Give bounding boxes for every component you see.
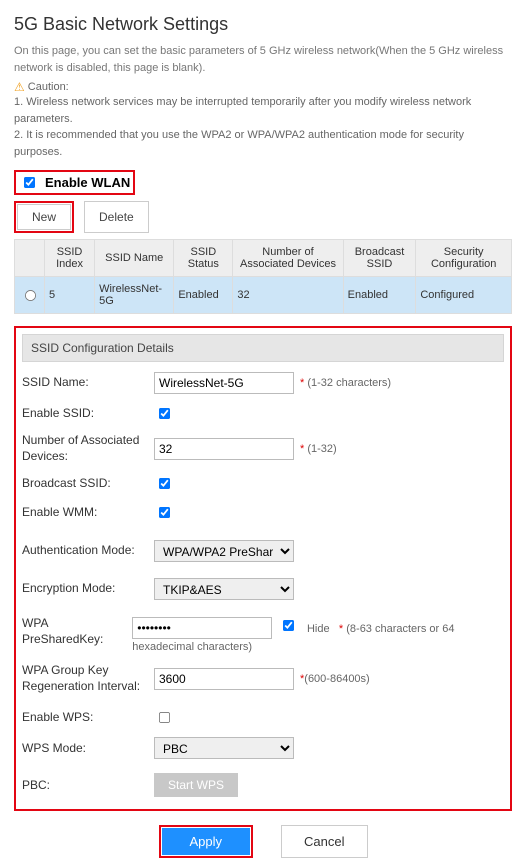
cell-name: WirelessNet-5G (95, 277, 174, 314)
group-key-hint: (600-86400s) (304, 673, 369, 685)
note-1: 1. Wireless network services may be inte… (14, 94, 512, 127)
apply-button[interactable]: Apply (162, 828, 251, 855)
auth-mode-label: Authentication Mode: (22, 543, 154, 559)
col-broadcast: Broadcast SSID (343, 240, 416, 277)
psk-label: WPA PreSharedKey: (22, 616, 132, 647)
col-name: SSID Name (95, 240, 174, 277)
enable-ssid-label: Enable SSID: (22, 406, 154, 422)
auth-mode-select[interactable]: WPA/WPA2 PreSharedKe (154, 540, 294, 562)
pbc-label: PBC: (22, 778, 154, 794)
ssid-name-label: SSID Name: (22, 375, 154, 391)
enc-mode-select[interactable]: TKIP&AES (154, 578, 294, 600)
cell-security: Configured (416, 277, 512, 314)
enable-ssid-checkbox[interactable] (159, 408, 170, 419)
col-status: SSID Status (174, 240, 233, 277)
col-security: Security Configuration (416, 240, 512, 277)
note-2: 2. It is recommended that you use the WP… (14, 127, 512, 160)
caution-label: Caution: (28, 81, 69, 93)
enable-wlan-checkbox[interactable] (24, 177, 35, 188)
num-devices-label: Number of Associated Devices: (22, 433, 154, 464)
ssid-table: SSID Index SSID Name SSID Status Number … (14, 239, 512, 314)
enable-wlan-row: Enable WLAN (14, 170, 135, 195)
hide-psk-checkbox[interactable] (283, 620, 294, 631)
page-description: On this page, you can set the basic para… (14, 43, 512, 76)
enable-wlan-label: Enable WLAN (45, 175, 130, 190)
col-index: SSID Index (45, 240, 95, 277)
delete-button[interactable]: Delete (84, 201, 149, 233)
group-key-input[interactable] (154, 668, 294, 690)
num-devices-hint: (1-32) (307, 443, 336, 455)
details-header: SSID Configuration Details (22, 334, 504, 362)
row-select-radio[interactable] (25, 289, 36, 300)
cell-devices: 32 (233, 277, 343, 314)
wps-mode-select[interactable]: PBC (154, 737, 294, 759)
broadcast-ssid-checkbox[interactable] (159, 478, 170, 489)
ssid-config-details: SSID Configuration Details SSID Name: * … (14, 326, 512, 811)
enable-wps-label: Enable WPS: (22, 710, 154, 726)
new-button[interactable]: New (17, 204, 71, 230)
broadcast-ssid-label: Broadcast SSID: (22, 476, 154, 492)
table-row[interactable]: 5 WirelessNet-5G Enabled 32 Enabled Conf… (15, 277, 512, 314)
hide-psk-label: Hide (307, 623, 330, 635)
cell-broadcast: Enabled (343, 277, 416, 314)
enable-wmm-checkbox[interactable] (159, 507, 170, 518)
psk-input[interactable] (132, 617, 272, 639)
enable-wps-checkbox[interactable] (159, 712, 170, 723)
page-title: 5G Basic Network Settings (14, 14, 512, 35)
enable-wmm-label: Enable WMM: (22, 505, 154, 521)
cell-index: 5 (45, 277, 95, 314)
caution-icon: ⚠ (14, 80, 25, 94)
start-wps-button[interactable]: Start WPS (154, 773, 238, 797)
ssid-name-hint: (1-32 characters) (307, 377, 391, 389)
wps-mode-label: WPS Mode: (22, 741, 154, 757)
group-key-label: WPA Group Key Regeneration Interval: (22, 663, 154, 694)
enc-mode-label: Encryption Mode: (22, 581, 154, 597)
ssid-name-input[interactable] (154, 372, 294, 394)
cell-status: Enabled (174, 277, 233, 314)
cancel-button[interactable]: Cancel (281, 825, 367, 858)
col-devices: Number of Associated Devices (233, 240, 343, 277)
num-devices-input[interactable] (154, 438, 294, 460)
